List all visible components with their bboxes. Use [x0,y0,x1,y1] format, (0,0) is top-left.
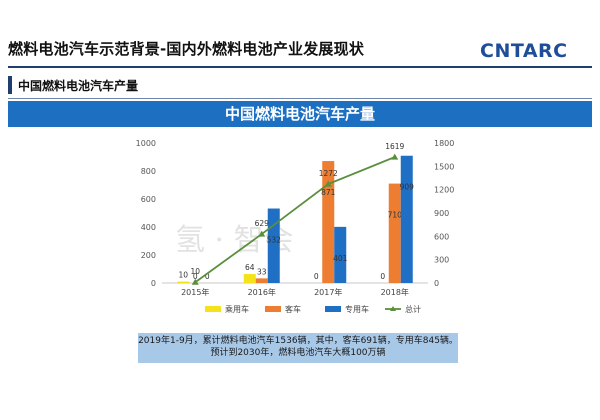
section-divider [8,98,592,99]
right-tick-label: 1500 [434,162,454,171]
right-tick-label: 1800 [434,139,454,148]
brand-logo: CNTARC [480,40,568,62]
right-tick-label: 0 [434,279,439,288]
right-tick-label: 300 [434,256,449,265]
summary-note: 2019年1-9月，累计燃料电池汽车1536辆，其中，客车691辆，专用车845… [138,333,458,363]
data-label-乘用车: 10 [178,271,188,280]
line-总计 [194,156,396,283]
data-label-乘用车: 0 [380,272,385,281]
legend-swatch-乘用车 [205,306,221,312]
bar-专用车 [400,155,413,283]
marker-总计 [191,278,199,285]
legend-label-客车: 客车 [285,304,301,314]
right-tick-label: 600 [434,232,449,241]
data-label-总计: 629 [255,219,270,228]
header-divider [8,66,592,68]
data-label-专用车: 532 [267,236,282,245]
data-label-总计: 10 [190,267,200,276]
data-label-乘用车: 0 [314,272,319,281]
chart-banner: 中国燃料电池汽车产量 [8,101,592,127]
bar-客车 [322,161,335,283]
legend-label-专用车: 专用车 [345,304,369,314]
summary-line-1: 2019年1-9月，累计燃料电池汽车1536辆，其中，客车691辆，专用车845… [138,336,458,346]
left-tick-label: 800 [141,167,156,176]
bar-客车 [388,183,401,283]
marker-总计 [324,180,332,187]
section-title: 中国燃料电池汽车产量 [18,79,139,93]
data-label-专用车: 0 [205,272,210,281]
legend-label-乘用车: 乘用车 [225,304,249,314]
bar-专用车 [334,226,347,283]
bar-专用车 [267,208,280,283]
data-label-乘用车: 64 [245,263,255,272]
data-label-客车: 710 [388,211,403,220]
legend-swatch-客车 [265,306,281,312]
x-tick-label: 2015年 [181,287,209,297]
legend-swatch-专用车 [325,306,341,312]
right-tick-label: 900 [434,209,449,218]
marker-总计 [391,153,399,160]
x-tick-label: 2018年 [381,287,409,297]
data-label-总计: 1272 [319,169,338,178]
x-tick-label: 2017年 [314,287,342,297]
data-label-客车: 0 [193,272,198,281]
legend-marker-总计 [390,306,396,311]
left-tick-label: 200 [141,251,156,260]
left-tick-label: 400 [141,223,156,232]
data-label-专用车: 909 [400,183,415,192]
data-label-客车: 33 [257,267,267,276]
left-tick-label: 600 [141,195,156,204]
section-marker [8,76,12,94]
right-tick-label: 1200 [434,186,454,195]
bar-乘用车 [243,274,256,283]
x-tick-label: 2016年 [248,287,276,297]
bar-客车 [255,278,268,283]
production-chart: 氢 · 智会0200400600800100003006009001200150… [136,139,455,314]
data-label-总计: 1619 [385,142,404,151]
left-tick-label: 0 [151,279,156,288]
left-tick-label: 1000 [136,139,156,148]
data-label-客车: 871 [321,188,336,197]
legend-label-总计: 总计 [405,304,421,314]
marker-总计 [258,230,266,237]
page-title: 燃料电池汽车示范背景-国内外燃料电池产业发展现状 [8,40,365,58]
bar-乘用车 [177,281,190,283]
summary-line-2: 预计到2030年，燃料电池汽车大概100万辆 [210,348,386,358]
data-label-专用车: 401 [333,254,348,263]
